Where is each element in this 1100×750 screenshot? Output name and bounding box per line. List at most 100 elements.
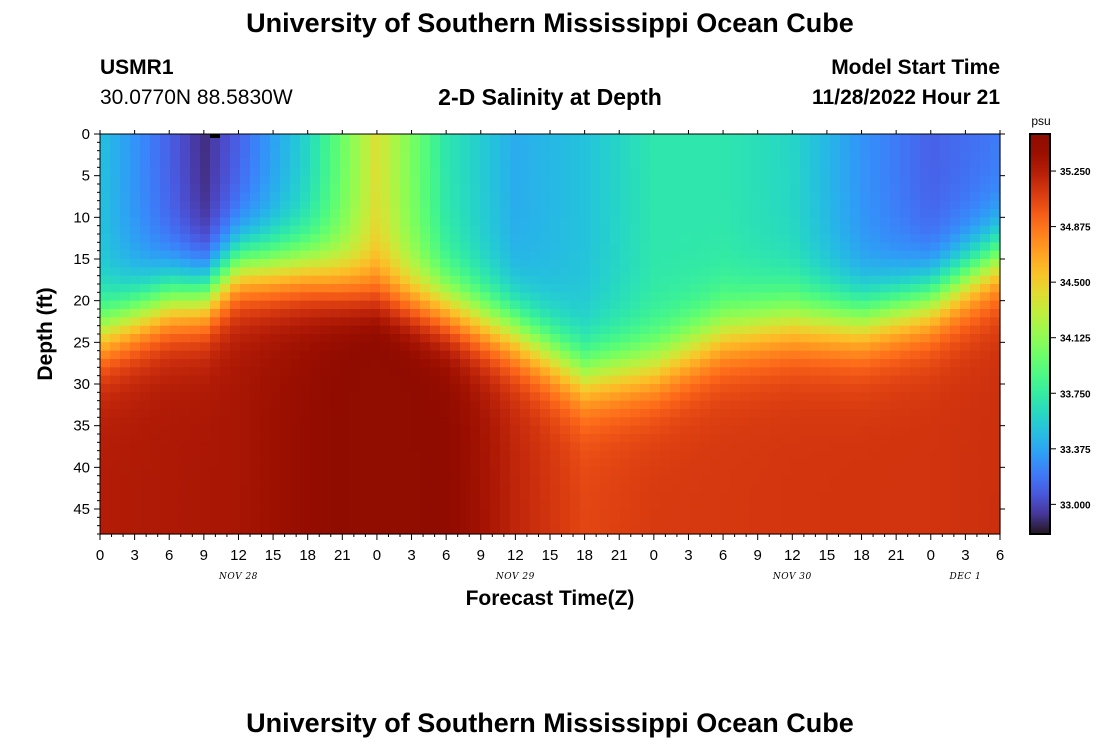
heatmap-cell	[740, 517, 751, 527]
heatmap-cell	[700, 467, 711, 477]
heatmap-cell	[450, 217, 461, 227]
heatmap-cell	[480, 292, 491, 302]
heatmap-cell	[600, 192, 611, 202]
heatmap-cell	[680, 259, 691, 268]
heatmap-cell	[460, 409, 471, 418]
heatmap-cell	[700, 192, 711, 202]
heatmap-cell	[590, 325, 601, 335]
heatmap-cell	[840, 200, 851, 210]
heatmap-cell	[310, 500, 321, 510]
heatmap-cell	[540, 509, 551, 518]
heatmap-cell	[230, 300, 241, 310]
heatmap-cell	[340, 209, 351, 218]
heatmap-cell	[640, 284, 651, 293]
heatmap-cell	[870, 384, 881, 393]
heatmap-cell	[920, 442, 931, 452]
heatmap-cell	[910, 267, 921, 277]
heatmap-cell	[110, 409, 121, 418]
heatmap-cell	[740, 325, 751, 335]
heatmap-cell	[680, 350, 691, 360]
heatmap-cell	[110, 309, 121, 318]
heatmap-cell	[950, 242, 961, 252]
heatmap-cell	[160, 434, 171, 443]
heatmap-cell	[700, 509, 711, 518]
heatmap-cell	[240, 267, 251, 277]
heatmap-cell	[520, 450, 531, 460]
heatmap-cell	[380, 309, 391, 318]
heatmap-cell	[400, 284, 411, 293]
heatmap-cell	[720, 325, 731, 335]
heatmap-cell	[220, 417, 231, 427]
heatmap-cell	[210, 250, 221, 260]
heatmap-cell	[140, 350, 151, 360]
heatmap-cell	[490, 250, 501, 260]
heatmap-cell	[950, 175, 961, 185]
heatmap-cell	[240, 292, 251, 302]
heatmap-cell	[150, 175, 161, 185]
heatmap-cell	[270, 484, 281, 493]
heatmap-cell	[590, 150, 601, 160]
heatmap-cell	[910, 500, 921, 510]
heatmap-cell	[470, 375, 481, 385]
heatmap-cell	[360, 242, 371, 252]
heatmap-cell	[170, 392, 181, 402]
heatmap-cell	[470, 250, 481, 260]
heatmap-cell	[510, 159, 521, 168]
heatmap-cell	[590, 175, 601, 185]
heatmap-cell	[510, 492, 521, 502]
heatmap-cell	[880, 300, 891, 310]
heatmap-cell	[760, 492, 771, 502]
heatmap-cell	[130, 492, 141, 502]
heatmap-cell	[730, 509, 741, 518]
heatmap-cell	[370, 134, 381, 143]
heatmap-cell	[760, 325, 771, 335]
heatmap-cell	[510, 234, 521, 243]
heatmap-cell	[460, 350, 471, 360]
heatmap-cell	[230, 467, 241, 477]
heatmap-cell	[840, 459, 851, 468]
heatmap-cell	[910, 300, 921, 310]
heatmap-cell	[930, 217, 941, 227]
heatmap-cell	[260, 317, 271, 327]
heatmap-cell	[680, 467, 691, 477]
heatmap-cell	[500, 467, 511, 477]
heatmap-cell	[420, 459, 431, 468]
heatmap-cell	[820, 150, 831, 160]
heatmap-cell	[850, 250, 861, 260]
heatmap-cell	[830, 375, 841, 385]
heatmap-cell	[290, 275, 301, 285]
heatmap-cell	[430, 409, 441, 418]
heatmap-cell	[280, 475, 291, 485]
heatmap-cell	[590, 309, 601, 318]
heatmap-cell	[330, 509, 341, 518]
heatmap-cell	[100, 450, 111, 460]
heatmap-cell	[400, 317, 411, 327]
heatmap-cell	[700, 184, 711, 193]
heatmap-cell	[290, 350, 301, 360]
x-tick-label: 21	[334, 547, 351, 564]
heatmap-cell	[100, 159, 111, 168]
heatmap-cell	[400, 175, 411, 185]
heatmap-cell	[700, 242, 711, 252]
heatmap-cell	[610, 425, 621, 435]
heatmap-cell	[380, 459, 391, 468]
heatmap-cell	[740, 209, 751, 218]
heatmap-cell	[330, 359, 341, 368]
heatmap-cell	[670, 142, 681, 152]
heatmap-cell	[150, 484, 161, 493]
heatmap-cell	[440, 175, 451, 185]
heatmap-cell	[470, 300, 481, 310]
heatmap-cell	[360, 367, 371, 377]
heatmap-cell	[940, 525, 951, 535]
heatmap-cell	[460, 342, 471, 352]
heatmap-cell	[540, 267, 551, 277]
heatmap-cell	[300, 292, 311, 302]
heatmap-cell	[100, 317, 111, 327]
heatmap-cell	[680, 292, 691, 302]
heatmap-cell	[870, 292, 881, 302]
heatmap-cell	[130, 150, 141, 160]
heatmap-cell	[610, 442, 621, 452]
heatmap-cell	[400, 509, 411, 518]
heatmap-cell	[820, 409, 831, 418]
heatmap-cell	[480, 317, 491, 327]
